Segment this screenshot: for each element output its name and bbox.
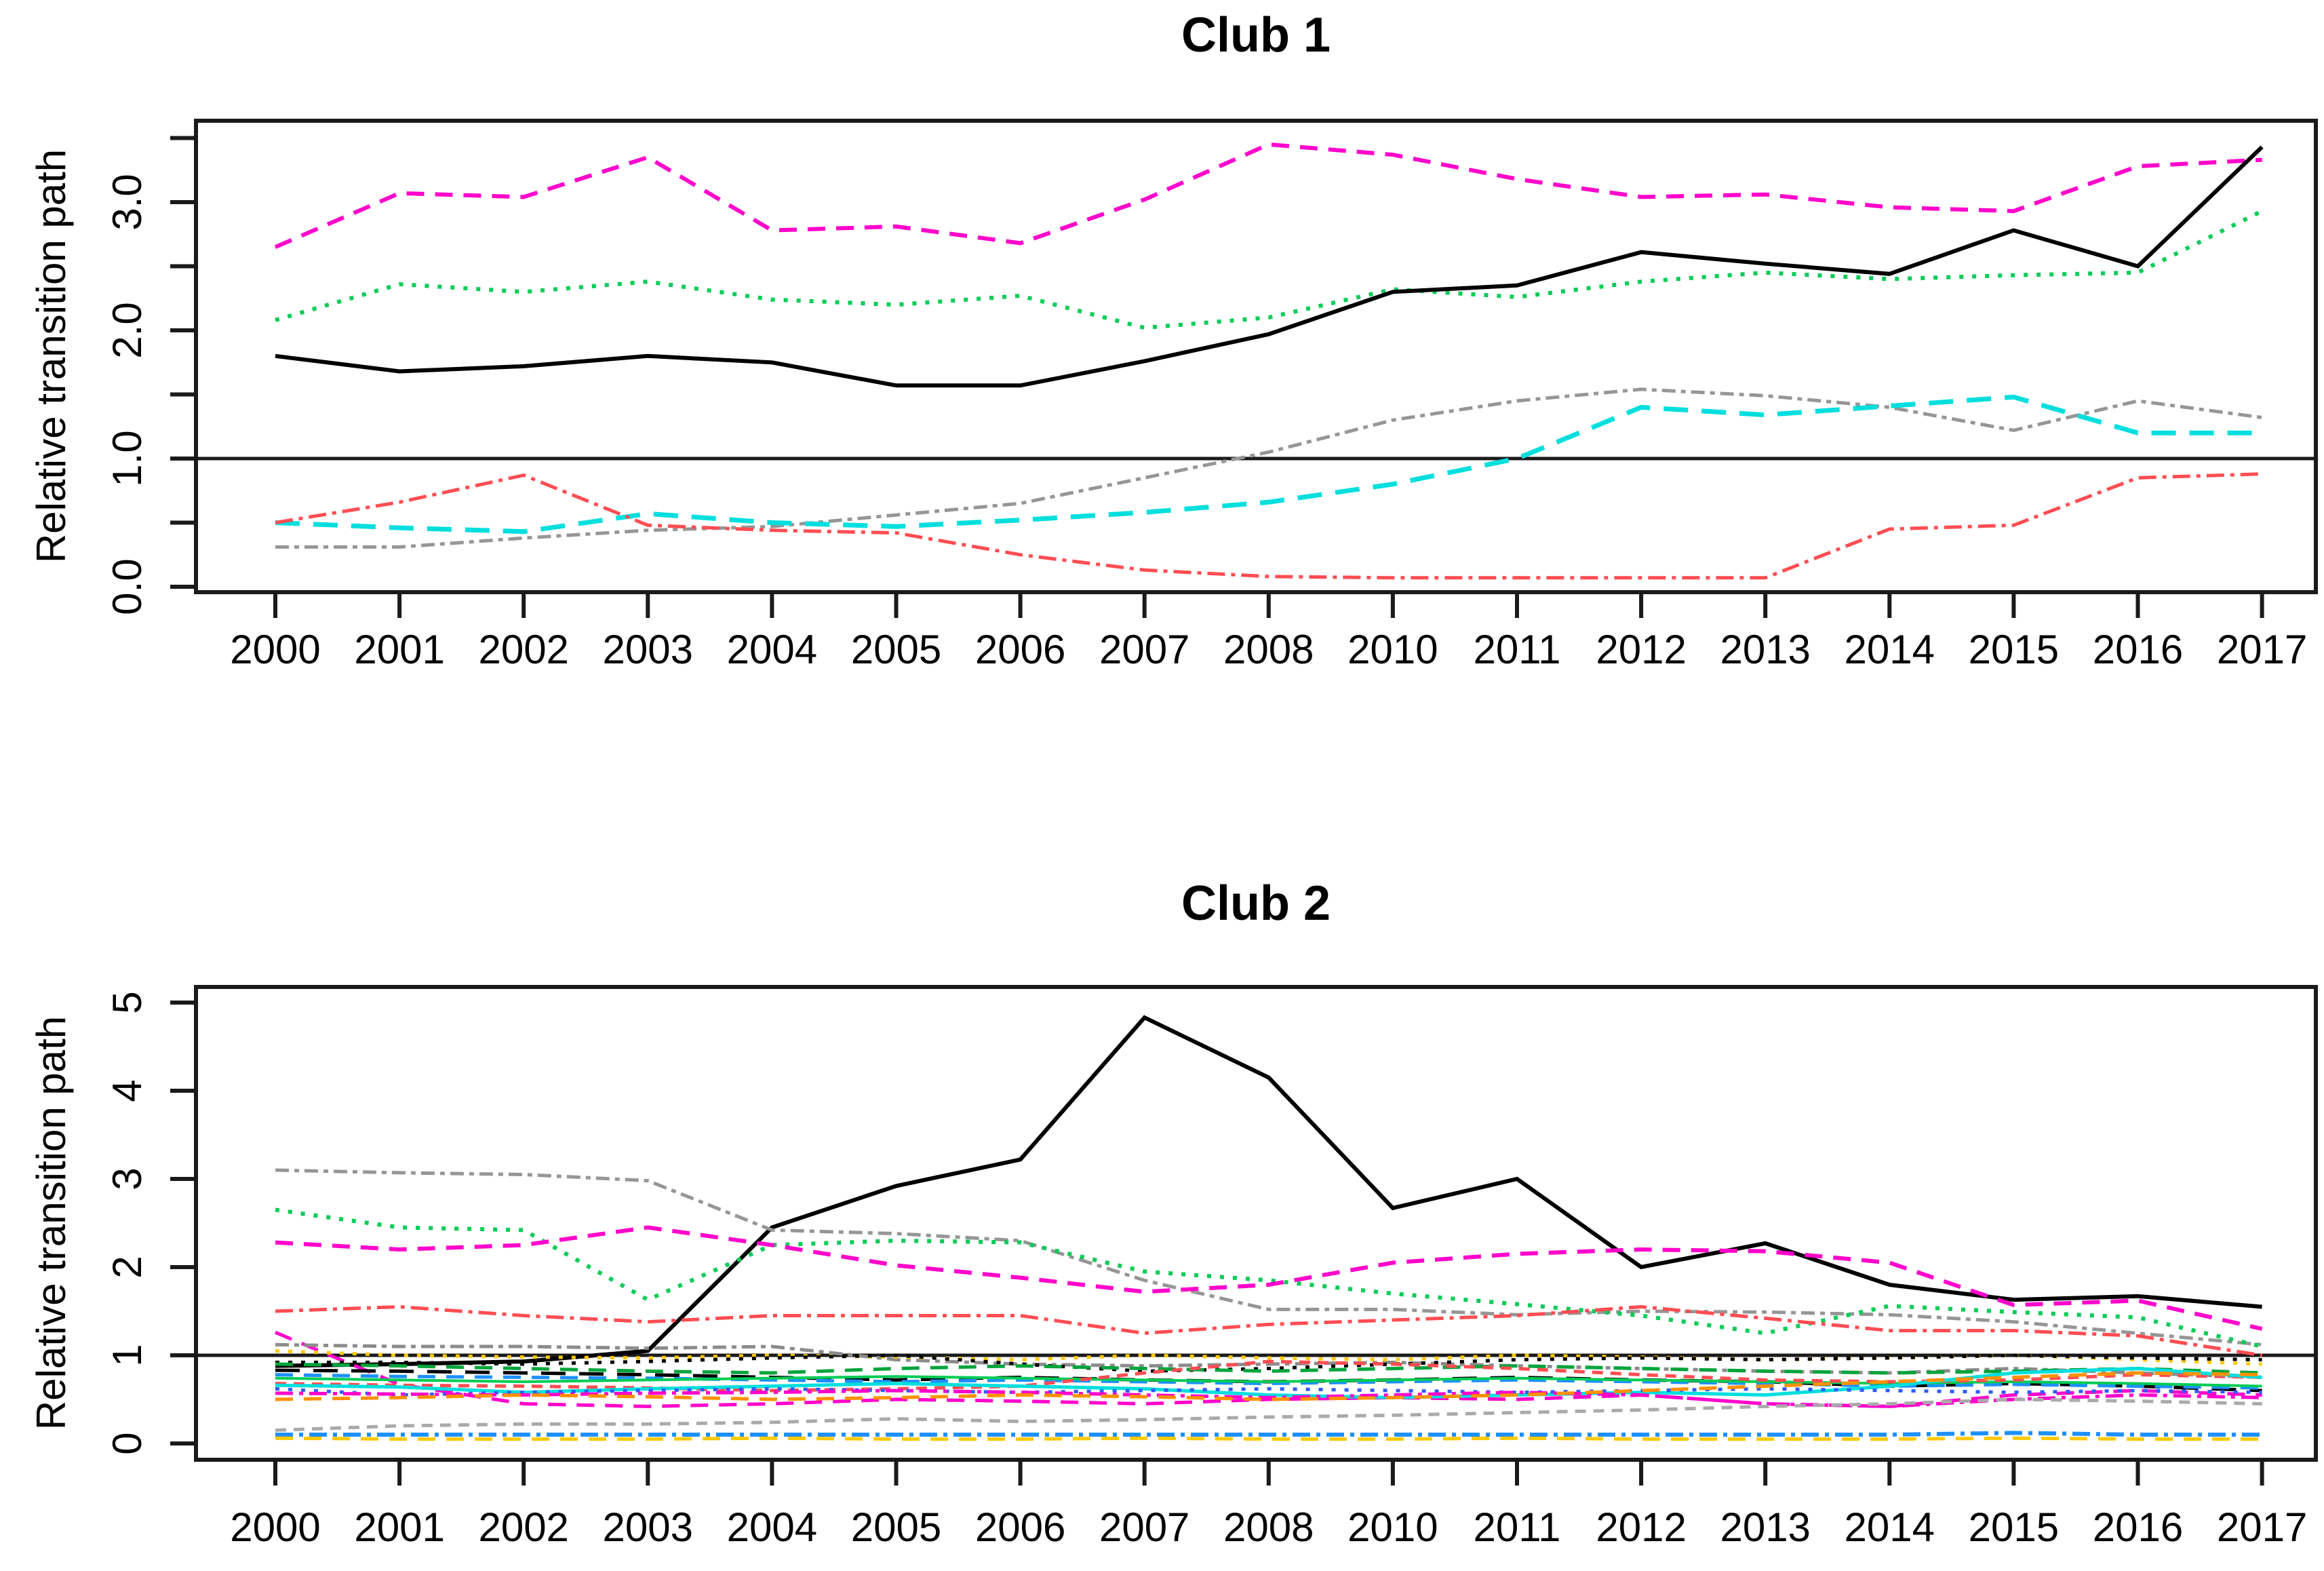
series-line-blue-dotted (275, 1386, 2262, 1397)
y-tick-label: 1 (104, 1344, 150, 1366)
series-line-blue-dashed (275, 1373, 2262, 1390)
x-tick-label: 2015 (1969, 1505, 2059, 1550)
x-tick-label: 2015 (1969, 627, 2059, 672)
series-line-salmon-dash-dot (275, 1304, 2262, 1357)
x-tick-label: 2004 (727, 1505, 817, 1550)
x-tick-label: 2001 (354, 1505, 444, 1550)
series-line-gray-dash-dot (275, 387, 2262, 549)
plot-border (194, 985, 2318, 1462)
plot-border (194, 119, 2318, 594)
x-tick-label: 2008 (1223, 627, 1314, 672)
x-tick-label: 2011 (1473, 1505, 1560, 1550)
series-line-green-dotted (275, 209, 2263, 330)
series-line-orange-dashed (275, 1371, 2262, 1401)
y-tick-label: 3 (104, 1167, 150, 1190)
series-line-gray-short-dash (275, 1397, 2262, 1432)
series-line-magenta-dashed (275, 1225, 2263, 1331)
y-tick-label: 0.0 (104, 558, 150, 615)
x-tick-label: 2005 (851, 627, 941, 672)
x-tick-label: 2013 (1720, 627, 1810, 672)
y-tick-label: 2 (104, 1256, 150, 1278)
x-tick-label: 2000 (230, 627, 320, 672)
series-line-gold-dotted (275, 1349, 2262, 1366)
x-tick-label: 2016 (2093, 1505, 2183, 1550)
y-tick-label: 0 (104, 1432, 150, 1454)
y-tick-label: 3.0 (104, 174, 150, 230)
x-tick-label: 2002 (478, 1505, 568, 1550)
x-tick-label: 2000 (230, 1505, 320, 1550)
x-tick-label: 2005 (851, 1505, 941, 1550)
x-tick-label: 2014 (1845, 627, 1935, 672)
x-tick-label: 2013 (1720, 1505, 1810, 1550)
x-tick-label: 2016 (2093, 627, 2183, 672)
series-line-black-solid (275, 145, 2264, 388)
chart-panel-2: 0 1 2 3 4 5 2000 2001 2002 2003 2004 2005 2006 2007 20… (104, 985, 2318, 1550)
y-tick-label: 1.0 (104, 430, 150, 486)
x-tick-label: 2008 (1223, 1505, 1314, 1550)
series-line-black-solid (275, 1015, 2262, 1368)
x-tick-label: 2004 (727, 627, 817, 672)
series-line-blue-dash-dot-low (275, 1431, 2262, 1437)
x-tick-label: 2003 (603, 627, 693, 672)
y-tick-label: 2.0 (104, 302, 150, 358)
series-line-black-dotted (275, 1353, 2262, 1373)
series-line-red-dash-dot (275, 472, 2262, 580)
club2-chart-title: Club 2 (1181, 876, 1331, 931)
x-tick-label: 2010 (1347, 1505, 1438, 1550)
y-tick-label: 5 (104, 991, 150, 1013)
x-tick-label: 2001 (354, 627, 444, 672)
x-tick-label: 2011 (1473, 627, 1560, 672)
series-line-green-dashed (275, 1362, 2262, 1375)
x-tick-label: 2017 (2217, 627, 2307, 672)
y-tick-label: 4 (104, 1079, 150, 1102)
x-tick-label: 2012 (1596, 1505, 1686, 1550)
x-tick-label: 2007 (1099, 1505, 1189, 1550)
x-tick-label: 2014 (1845, 1505, 1935, 1550)
x-tick-label: 2007 (1099, 627, 1189, 672)
series-line-gray-dash-dot (275, 1168, 2262, 1346)
chart-panel-1: 0.0 1.0 2.0 3.0 2000 2001 2002 2003 2004 2005 2006… (104, 119, 2318, 672)
x-tick-label: 2006 (975, 627, 1065, 672)
series-line-gold-dashed-low (275, 1436, 2262, 1441)
series-line-magenta-dash-dot (275, 1389, 2262, 1408)
x-tick-label: 2017 (2217, 1505, 2307, 1550)
x-tick-label: 2012 (1596, 627, 1686, 672)
series-line-cyan-long-dash (275, 394, 2262, 535)
x-tick-label: 2003 (603, 1505, 693, 1550)
series-line-magenta-dashed (274, 142, 2262, 249)
x-tick-label: 2002 (478, 627, 568, 672)
x-tick-label: 2010 (1347, 627, 1438, 672)
x-tick-label: 2006 (975, 1505, 1065, 1550)
club1-chart-title: Club 1 (1181, 8, 1331, 62)
